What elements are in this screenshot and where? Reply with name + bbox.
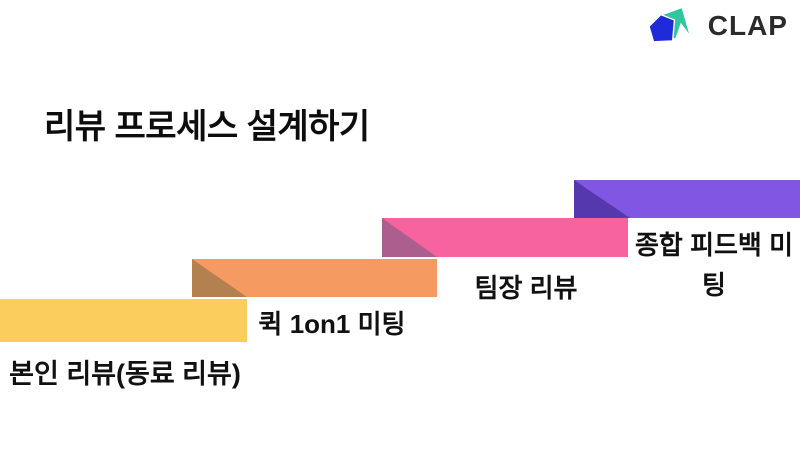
step-label-3: 팀장 리뷰	[474, 273, 578, 303]
step-label-2: 퀵 1on1 미팅	[258, 309, 406, 339]
step-label-1: 본인 리뷰(동료 리뷰)	[9, 359, 241, 389]
clap-logo-icon	[648, 8, 689, 43]
clap-logo: CLAP	[648, 7, 788, 44]
logo-brand-text: CLAP	[707, 9, 788, 41]
step-bar-1	[0, 299, 247, 342]
page-title: 리뷰 프로세스 설계하기	[44, 107, 370, 146]
logo-blue-pentagon-shape	[648, 13, 675, 43]
step-label-4: 종합 피드백 미팅	[635, 230, 793, 301]
